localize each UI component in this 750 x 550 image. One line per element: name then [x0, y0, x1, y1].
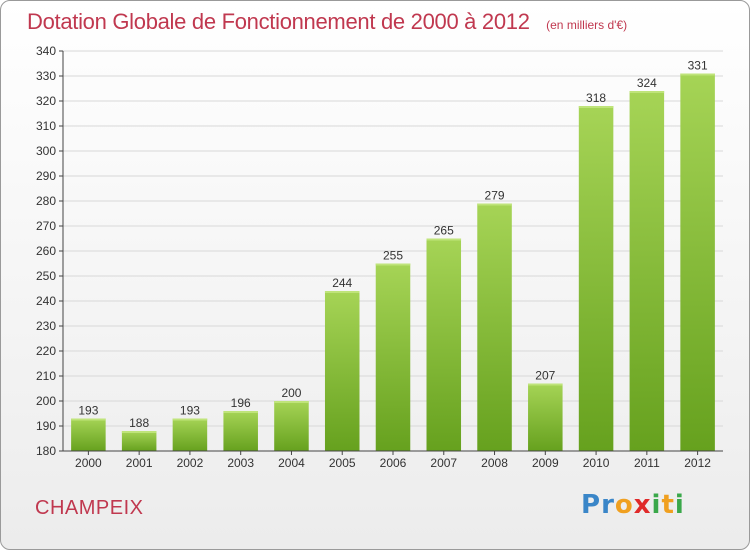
- y-tick-label: 310: [36, 119, 56, 133]
- chart-subtitle: (en milliers d'€): [546, 18, 628, 32]
- y-tick-label: 260: [36, 244, 56, 258]
- data-label: 196: [231, 396, 251, 410]
- bar-highlight: [528, 383, 563, 386]
- bar: [578, 106, 614, 451]
- data-label: 279: [485, 189, 505, 203]
- x-tick-label: 2007: [430, 456, 457, 470]
- logo-letter: t: [661, 490, 675, 520]
- bar-highlight: [274, 401, 309, 403]
- x-tick-label: 2010: [583, 456, 610, 470]
- data-label: 200: [281, 386, 301, 400]
- bar-highlight: [426, 238, 462, 241]
- bar: [223, 411, 258, 451]
- y-tick-label: 250: [36, 269, 56, 283]
- bar: [375, 263, 411, 451]
- data-label: 331: [688, 59, 708, 73]
- bar-highlight: [71, 418, 106, 421]
- y-tick-label: 340: [36, 44, 56, 58]
- y-tick-label: 210: [36, 369, 56, 383]
- chart-header: Dotation Globale de Fonctionnement de 20…: [27, 9, 627, 35]
- bar: [629, 91, 665, 451]
- bar: [274, 401, 309, 451]
- data-label: 244: [332, 276, 352, 290]
- logo-letter: i: [651, 490, 662, 520]
- bar-highlight: [680, 73, 715, 76]
- bar: [172, 418, 208, 451]
- data-label: 255: [383, 249, 403, 263]
- bar: [426, 238, 462, 451]
- logo-letter: P: [581, 490, 602, 520]
- data-label: 188: [129, 416, 149, 430]
- y-tick-label: 320: [36, 94, 56, 108]
- x-tick-label: 2005: [329, 456, 356, 470]
- bar-highlight: [223, 411, 258, 413]
- x-tick-label: 2004: [278, 456, 305, 470]
- logo-letter: r: [601, 490, 615, 520]
- bar-highlight: [375, 263, 411, 266]
- y-tick-label: 220: [36, 344, 56, 358]
- logo-letter: i: [674, 490, 685, 520]
- bar: [324, 291, 360, 451]
- y-tick-label: 200: [36, 394, 56, 408]
- commune-name: CHAMPEIX: [35, 497, 144, 519]
- y-tick-label: 290: [36, 169, 56, 183]
- data-label: 265: [434, 224, 454, 238]
- data-label: 193: [180, 404, 200, 418]
- data-label: 207: [535, 369, 555, 383]
- y-tick-label: 240: [36, 294, 56, 308]
- y-tick-label: 300: [36, 144, 56, 158]
- x-tick-label: 2006: [380, 456, 407, 470]
- x-tick-label: 2009: [532, 456, 559, 470]
- bar-highlight: [629, 91, 665, 93]
- bar: [477, 203, 512, 451]
- logo-letter: x: [633, 490, 652, 520]
- y-tick-label: 330: [36, 69, 56, 83]
- bar: [71, 418, 106, 451]
- y-tick-label: 230: [36, 319, 56, 333]
- data-labels: 193 188 193 196 200 244 255 265 279 207 318 324 331: [78, 59, 708, 431]
- y-tick-label: 270: [36, 219, 56, 233]
- bar: [121, 431, 157, 451]
- x-tick-label: 2002: [177, 456, 204, 470]
- x-tick-label: 2012: [684, 456, 711, 470]
- data-label: 324: [637, 76, 657, 90]
- bar-highlight: [477, 203, 512, 206]
- bar: [680, 73, 715, 451]
- bar-highlight: [121, 431, 157, 433]
- x-tick-label: 2008: [481, 456, 508, 470]
- y-tick-label: 190: [36, 419, 56, 433]
- bar-highlight: [578, 106, 614, 108]
- data-label: 193: [78, 404, 98, 418]
- logo-letter: o: [614, 490, 634, 520]
- data-label: 318: [586, 91, 606, 105]
- proxiti-logo: Proxiti: [581, 490, 685, 520]
- axes: [62, 51, 723, 452]
- x-tick-label: 2001: [126, 456, 153, 470]
- y-tick-label: 280: [36, 194, 56, 208]
- chart-title: Dotation Globale de Fonctionnement de 20…: [27, 9, 530, 34]
- x-tick-label: 2000: [75, 456, 102, 470]
- bar-highlight: [324, 291, 360, 293]
- x-tick-label: 2011: [634, 456, 660, 470]
- y-tick-label: 180: [36, 444, 56, 458]
- x-axis-ticks: 2000 2001 2002 2003 2004 2005 2006 2007 2008 2009…: [75, 451, 711, 470]
- bar: [528, 383, 563, 451]
- bars: [71, 73, 715, 451]
- bar-highlight: [172, 418, 208, 421]
- y-axis-ticks: 180 190 200 210 220 230 240 250 260 270 280 290 300 3…: [36, 44, 63, 458]
- x-tick-label: 2003: [227, 456, 254, 470]
